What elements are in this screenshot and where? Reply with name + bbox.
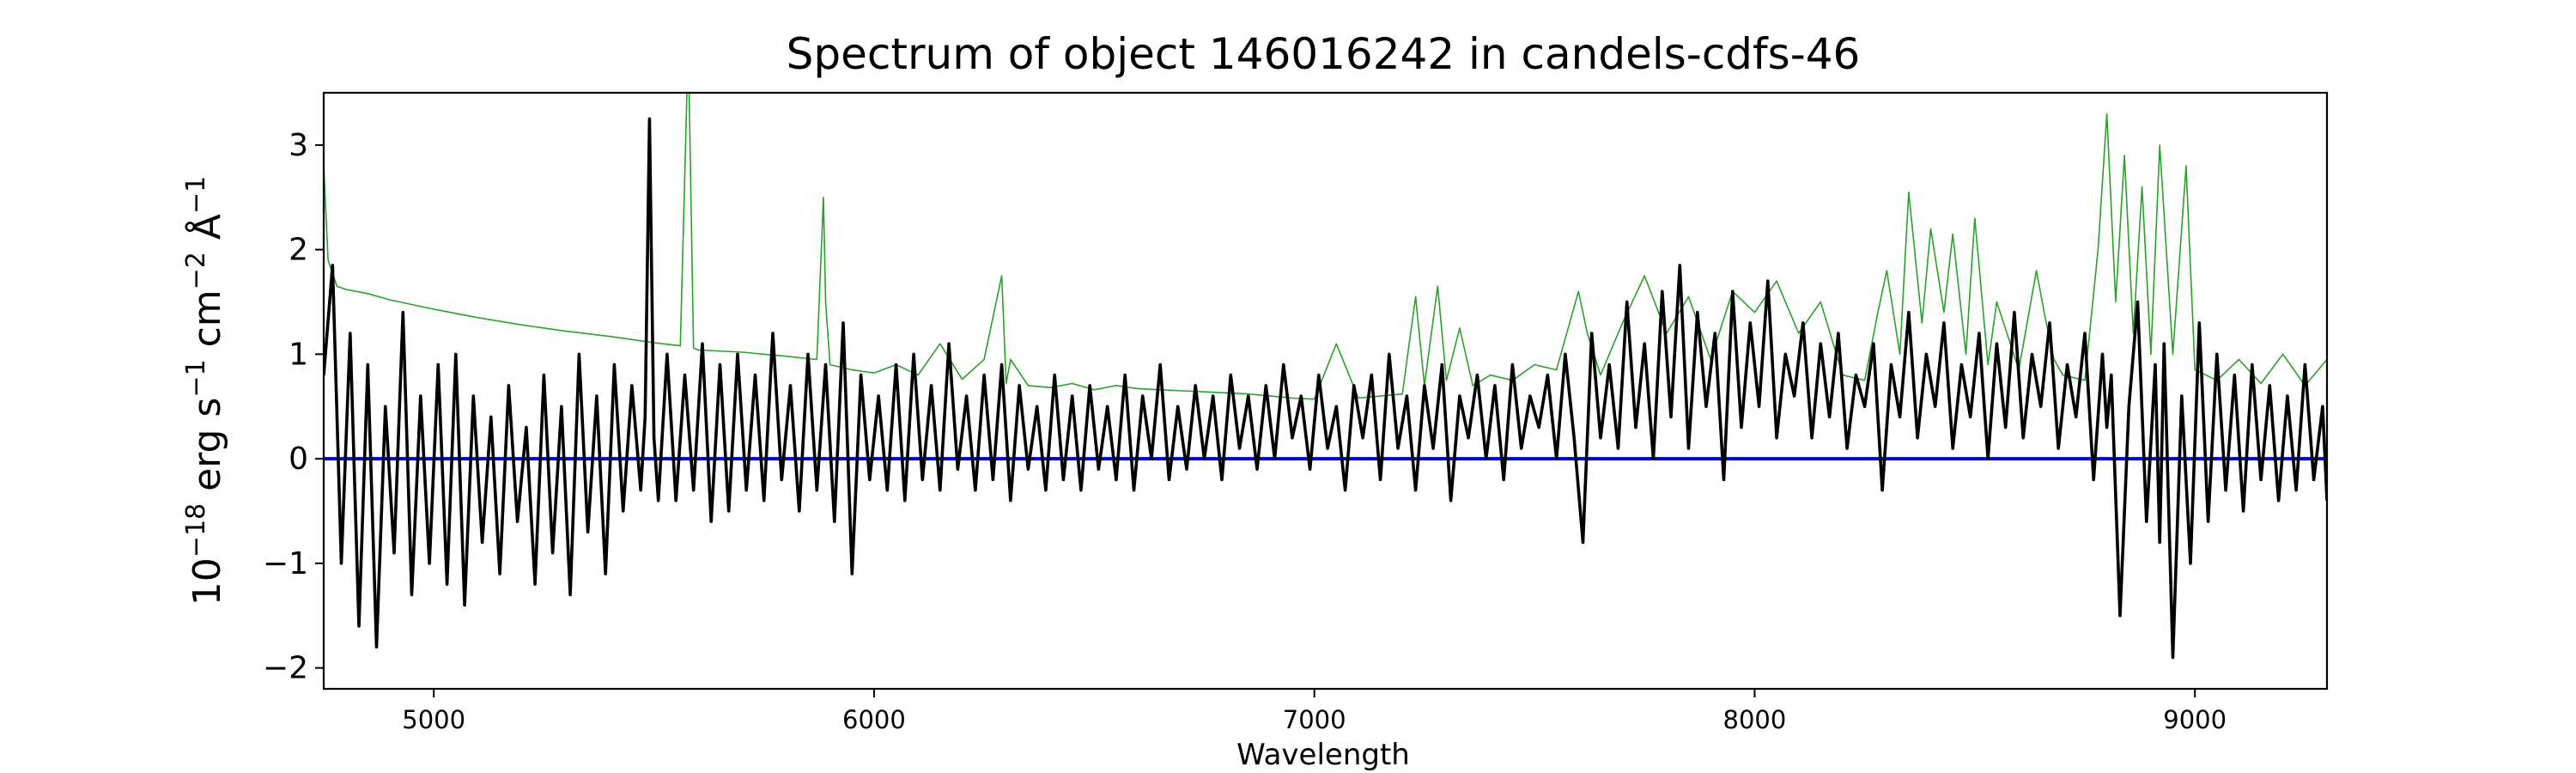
y-axis-label: 10−18 erg s−1 cm−2 Å−1 — [181, 176, 229, 606]
x-tick-label: 6000 — [842, 705, 906, 734]
x-tick-label: 8000 — [1723, 705, 1787, 734]
y-tick-label: 2 — [289, 233, 308, 268]
x-tick-label: 9000 — [2163, 705, 2227, 734]
y-tick-label: 0 — [289, 441, 308, 477]
x-axis-label: Wavelength — [1236, 738, 1410, 772]
x-tick-label: 5000 — [402, 705, 465, 734]
series-line-error — [324, 93, 2327, 400]
y-tick-label: 1 — [289, 337, 308, 372]
plot-series — [324, 93, 2327, 660]
series-line-flux — [324, 117, 2327, 660]
x-axis-ticks: 5000 6000 7000 8000 9000 — [402, 689, 2227, 734]
chart-title: Spectrum of object 146016242 in candels-… — [787, 29, 1861, 79]
plot-frame — [322, 91, 2329, 691]
y-tick-label: −1 — [263, 546, 308, 581]
y-axis-ticks: −2 −1 0 1 2 3 — [263, 128, 324, 686]
y-tick-label: −2 — [263, 651, 308, 686]
y-tick-label: 3 — [289, 128, 308, 163]
x-tick-label: 7000 — [1283, 705, 1346, 734]
